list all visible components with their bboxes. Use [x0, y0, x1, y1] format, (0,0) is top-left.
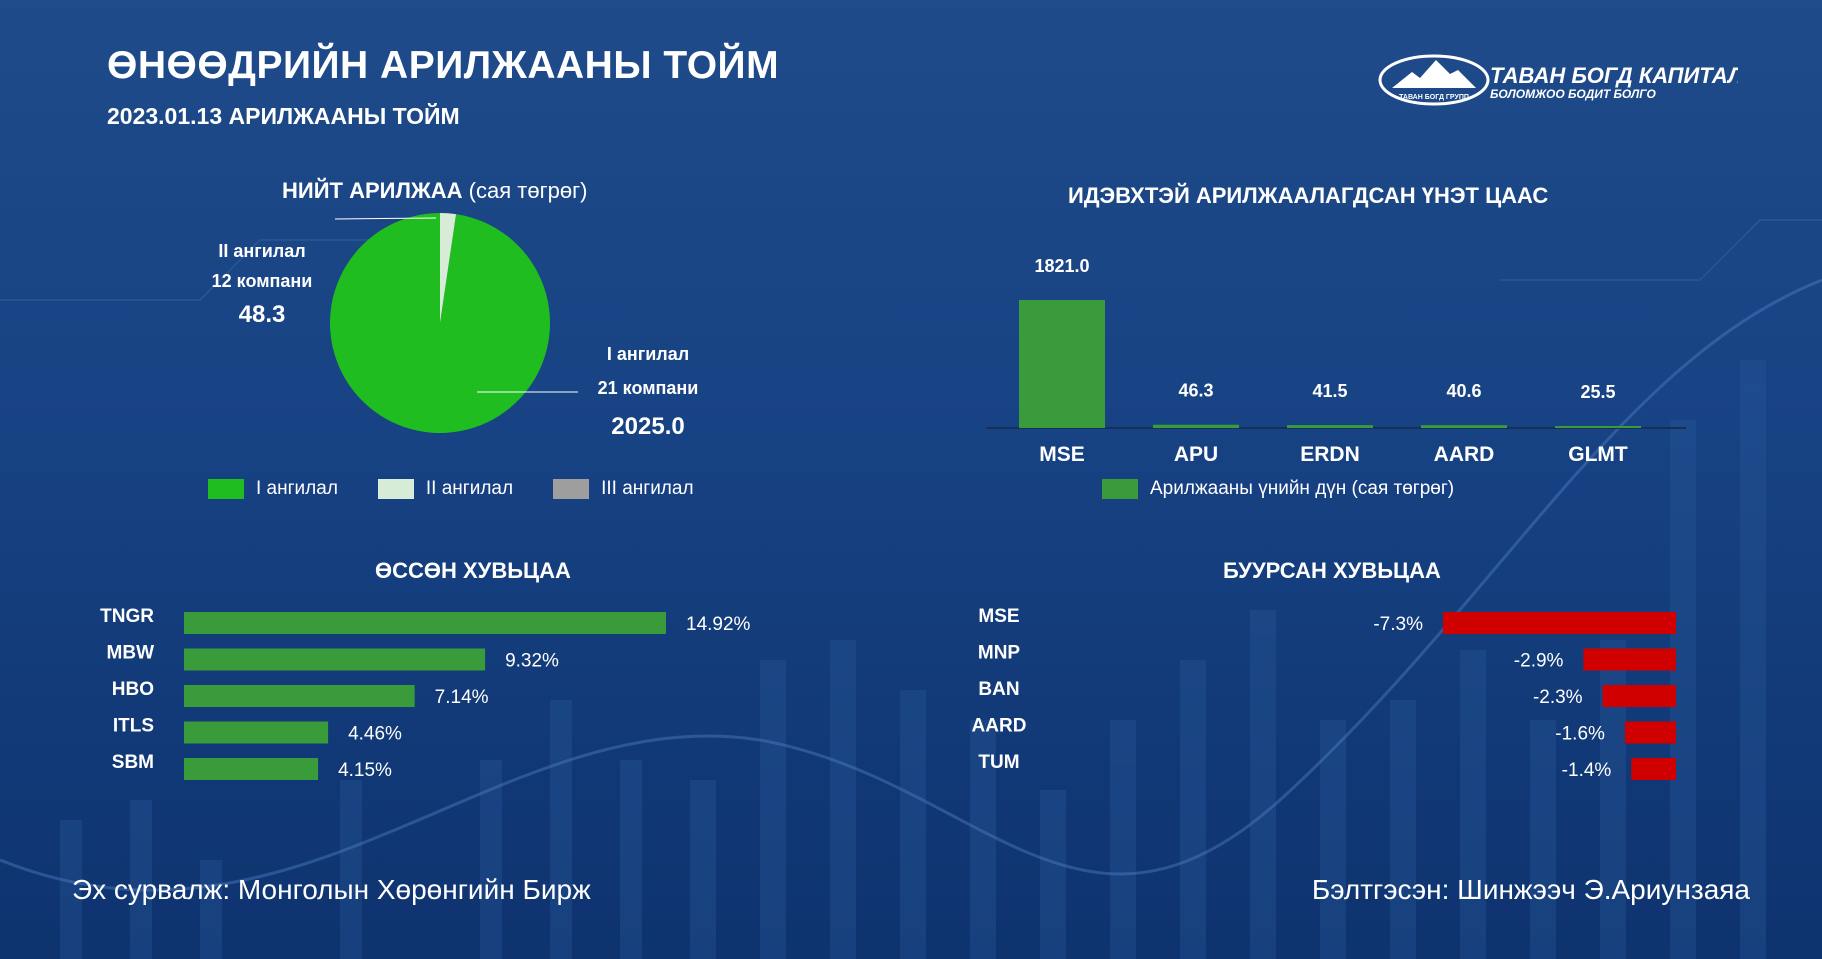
mountain-icon	[1392, 60, 1476, 88]
logo-badge: ТАВАН БОГД ГРУПП	[1399, 94, 1469, 101]
active-securities-chart-title: ИДЭВХТЭЙ АРИЛЖААЛАГДСАН ҮНЭТ ЦААС	[1068, 183, 1549, 208]
bar-erdn	[1287, 425, 1373, 428]
gainers-chart-title: ӨССӨН ХУВЬЦАА	[375, 558, 571, 583]
bar-aard	[1421, 425, 1507, 428]
pie-legend: I ангилал II ангилал III ангилал	[208, 478, 734, 500]
bar-data-label: -7.3%	[1373, 614, 1423, 635]
legend-item-class3: III ангилал	[553, 478, 694, 500]
logo-name: ТАВАН БОГД КАПИТАЛ	[1490, 63, 1738, 88]
pie-label-name: I ангилал	[607, 344, 689, 364]
legend-swatch	[553, 479, 590, 499]
bar-data-label: 7.14%	[435, 687, 489, 708]
losers-chart-title: БУУРСАН ХУВЬЦАА	[1223, 558, 1441, 583]
legend-label: II ангилал	[425, 478, 514, 499]
loss-bar-mnp	[1583, 648, 1676, 671]
bar-data-label: -2.9%	[1514, 651, 1564, 672]
bar-data-label: 46.3	[1178, 381, 1213, 401]
y-tick-label: BAN	[978, 679, 1019, 700]
bar-data-label: 1821.0	[1034, 256, 1089, 276]
page-subtitle: 2023.01.13 АРИЛЖААНЫ ТОЙМ	[107, 103, 460, 129]
pie-chart-title: НИЙТ АРИЛЖАА (сая төгрөг)	[282, 178, 588, 203]
x-tick-label: MSE	[1039, 443, 1085, 466]
legend-item-class1: I ангилал	[208, 478, 338, 500]
legend-swatch	[1102, 479, 1138, 499]
pie-slice-1	[329, 213, 550, 433]
x-tick-label: AARD	[1434, 443, 1495, 466]
legend-label: I ангилал	[256, 478, 338, 499]
bar-mse	[1019, 300, 1105, 428]
company-logo: ТАВАН БОГД ГРУПП ТАВАН БОГД КАПИТАЛ БОЛО…	[1378, 52, 1744, 112]
leader-line	[334, 217, 437, 220]
legend-swatch	[208, 479, 244, 499]
y-tick-label: MSE	[978, 606, 1019, 627]
y-tick-label: SBM	[112, 752, 154, 773]
loss-bar-aard	[1624, 721, 1676, 744]
bar-data-label: 4.46%	[348, 724, 402, 745]
bar-data-label: 40.6	[1446, 381, 1481, 401]
gain-bar-hbo	[184, 685, 415, 707]
author-note: Бэлтгэсэн: Шинжээч Э.Ариунзаяа	[1311, 874, 1750, 905]
pie-data-label: 48.3	[239, 301, 286, 328]
bar-legend: Арилжааны үнийн дүн (сая төгрөг)	[1102, 478, 1454, 500]
legend-item-class2: II ангилал	[377, 478, 514, 500]
bar-data-label: -2.3%	[1533, 687, 1583, 708]
loss-bar-ban	[1602, 685, 1676, 707]
source-note: Эх сурвалж: Монголын Хөрөнгийн Бирж	[72, 874, 591, 905]
bar-data-label: 4.15%	[338, 760, 392, 781]
legend-swatch	[377, 479, 414, 499]
legend-label: III ангилал	[601, 478, 694, 499]
y-tick-label: MNP	[978, 643, 1021, 664]
logo-tagline: БОЛОМЖОО БОДИТ БОЛГО	[1490, 87, 1656, 101]
bar-data-label: 25.5	[1580, 382, 1615, 402]
bar-data-label: 14.92%	[686, 614, 751, 635]
bar-data-label: -1.4%	[1562, 760, 1612, 781]
bar-glmt	[1555, 426, 1641, 428]
x-tick-label: APU	[1174, 443, 1218, 466]
y-tick-label: TNGR	[100, 606, 154, 627]
legend-label: Арилжааны үнийн дүн (сая төгрөг)	[1150, 478, 1455, 499]
bar-data-label: 9.32%	[505, 651, 559, 672]
gain-bar-mbw	[184, 648, 486, 671]
bar-apu	[1153, 424, 1239, 428]
bar-data-label: 41.5	[1312, 381, 1347, 401]
gain-bar-tngr	[184, 612, 666, 634]
x-tick-label: GLMT	[1568, 443, 1628, 466]
pie-label-companies: 12 компани	[212, 271, 313, 291]
pie-label-name: II ангилал	[218, 241, 305, 261]
bar-data-label: -1.6%	[1555, 724, 1605, 745]
gain-bar-sbm	[184, 758, 319, 780]
y-tick-label: AARD	[972, 716, 1027, 737]
pie-data-label: 2025.0	[611, 413, 684, 440]
x-tick-label: ERDN	[1300, 443, 1360, 466]
y-tick-label: HBO	[112, 679, 154, 700]
loss-bar-mse	[1443, 612, 1676, 634]
loss-bar-tum	[1631, 758, 1676, 780]
y-tick-label: TUM	[978, 752, 1019, 773]
y-tick-label: MBW	[107, 643, 155, 664]
y-tick-label: ITLS	[113, 716, 154, 737]
pie-label-companies: 21 компани	[598, 378, 699, 398]
page-title: ӨНӨӨДРИЙН АРИЛЖААНЫ ТОЙМ	[107, 44, 780, 87]
gain-bar-itls	[184, 721, 329, 744]
pie-slice-2	[440, 213, 457, 323]
